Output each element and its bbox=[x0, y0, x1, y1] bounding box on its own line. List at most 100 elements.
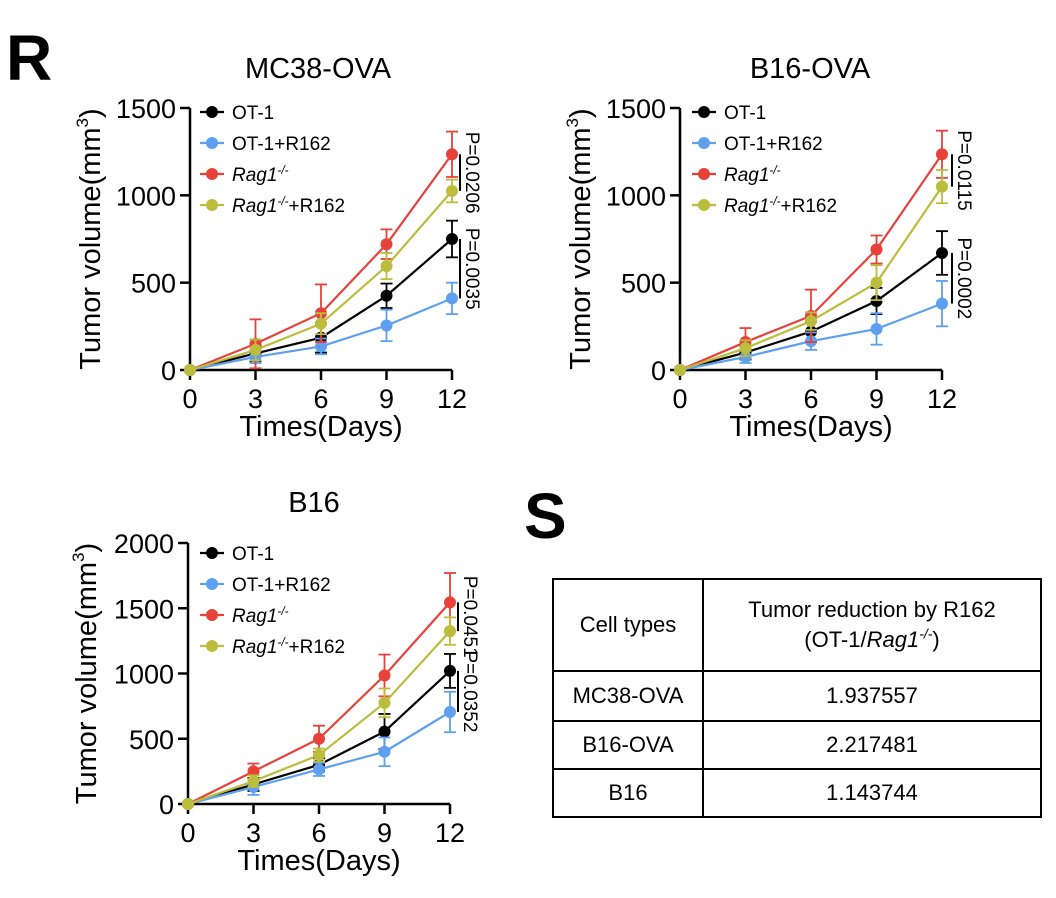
p-value-label: P=0.0206 bbox=[461, 132, 482, 214]
data-point bbox=[446, 184, 458, 197]
legend-label: Rag1-/- bbox=[232, 605, 289, 627]
series-3 bbox=[182, 616, 456, 810]
data-point bbox=[378, 725, 391, 738]
y-tick-label: 2000 bbox=[114, 529, 174, 559]
table-row: B16 1.143744 bbox=[552, 768, 1042, 818]
legend-marker bbox=[206, 609, 218, 621]
data-point bbox=[444, 596, 456, 609]
table-cell-type: B16 bbox=[552, 768, 704, 818]
x-tick-label: 3 bbox=[246, 818, 261, 848]
x-tick-label: 6 bbox=[803, 384, 818, 414]
data-point bbox=[936, 148, 948, 161]
y-tick-label: 1500 bbox=[114, 594, 174, 624]
legend-label: OT-1 bbox=[232, 103, 274, 124]
data-point bbox=[936, 297, 948, 310]
data-point bbox=[247, 775, 260, 788]
legend-marker bbox=[698, 199, 710, 211]
x-tick-label: 0 bbox=[180, 818, 195, 848]
x-tick-label: 12 bbox=[927, 384, 957, 414]
data-point bbox=[446, 148, 458, 161]
data-point bbox=[315, 340, 327, 353]
chart-title: MC38-OVA bbox=[245, 53, 392, 85]
data-point bbox=[870, 243, 883, 256]
legend-marker bbox=[206, 106, 218, 118]
p-value-label: P=0.0002 bbox=[953, 237, 974, 319]
panel-label-s: S bbox=[524, 480, 567, 552]
series-2 bbox=[674, 129, 948, 376]
data-point bbox=[380, 260, 393, 273]
legend-label: Rag1-/- bbox=[724, 164, 781, 186]
y-tick-label: 1500 bbox=[116, 94, 176, 124]
legend-label: OT-1 bbox=[724, 103, 766, 124]
y-tick-label: 500 bbox=[621, 269, 666, 299]
series-3 bbox=[674, 169, 948, 376]
p-value-label: P=0.0035 bbox=[461, 228, 482, 310]
data-point bbox=[936, 180, 948, 193]
x-axis-label: Times(Days) bbox=[729, 411, 892, 443]
x-tick-label: 9 bbox=[377, 818, 392, 848]
data-point bbox=[380, 238, 393, 251]
data-point bbox=[936, 246, 948, 259]
legend-marker bbox=[698, 168, 710, 180]
legend-marker bbox=[698, 137, 710, 149]
series-3 bbox=[184, 178, 458, 376]
data-point bbox=[674, 364, 686, 376]
table-cell-type: MC38-OVA bbox=[552, 670, 704, 722]
y-tick-label: 0 bbox=[159, 790, 174, 820]
data-point bbox=[446, 233, 458, 245]
table-row: B16-OVA 2.217481 bbox=[552, 720, 1042, 770]
data-point bbox=[182, 798, 194, 810]
legend-label: Rag1-/- bbox=[232, 164, 289, 186]
x-axis-label: Times(Days) bbox=[239, 411, 402, 443]
legend-label: OT-1+R162 bbox=[724, 134, 823, 155]
y-axis-label: Tumor volume(mm3) bbox=[73, 108, 107, 369]
p-value-label: P=0.0115 bbox=[953, 130, 974, 210]
data-point bbox=[378, 696, 391, 709]
legend-marker bbox=[206, 547, 218, 559]
y-tick-label: 0 bbox=[651, 356, 666, 386]
chart-2: B16 0 500 1000 1500 2000 0 3 6 9 12 Times(Days) Tumo… bbox=[69, 487, 480, 877]
table-header-reduction-line1: Tumor reduction by R162 bbox=[748, 597, 996, 622]
table-header-cell-types: Cell types bbox=[552, 578, 704, 672]
legend-label: OT-1 bbox=[232, 544, 274, 565]
data-point bbox=[444, 705, 456, 718]
data-point bbox=[380, 319, 393, 332]
p-value-label: P=0.0352 bbox=[459, 650, 480, 732]
legend-marker bbox=[206, 199, 218, 211]
series-2 bbox=[184, 130, 458, 376]
p-value-label: P=0.0451 bbox=[459, 576, 480, 658]
chart-title: B16-OVA bbox=[750, 53, 871, 85]
data-point bbox=[184, 364, 196, 376]
y-tick-label: 1000 bbox=[114, 660, 174, 690]
y-tick-label: 500 bbox=[131, 269, 176, 299]
series-1 bbox=[182, 690, 456, 810]
table-cell-value: 1.143744 bbox=[702, 768, 1042, 818]
data-point bbox=[378, 745, 391, 758]
data-point bbox=[249, 343, 262, 356]
table-cell-value: 2.217481 bbox=[702, 720, 1042, 770]
legend-label: OT-1+R162 bbox=[232, 575, 331, 596]
x-tick-label: 0 bbox=[672, 384, 687, 414]
y-axis-label: Tumor volume(mm3) bbox=[69, 543, 103, 804]
y-axis-label: Tumor volume(mm3) bbox=[563, 108, 597, 369]
x-tick-label: 6 bbox=[313, 384, 328, 414]
chart-1: B16-OVA 0 500 1000 1500 0 3 6 9 12 Times(Days) Tumo… bbox=[563, 53, 974, 443]
chart-title: B16 bbox=[288, 487, 340, 519]
x-tick-label: 6 bbox=[311, 818, 326, 848]
x-tick-label: 9 bbox=[869, 384, 884, 414]
y-tick-label: 1500 bbox=[606, 94, 666, 124]
data-point bbox=[380, 289, 393, 302]
table-header-reduction: Tumor reduction by R162 (OT-1/Rag1-/-) bbox=[702, 578, 1042, 672]
panel-label-r: R bbox=[6, 22, 53, 94]
x-tick-label: 9 bbox=[379, 384, 394, 414]
x-axis-label: Times(Days) bbox=[237, 845, 400, 877]
data-point bbox=[805, 315, 817, 328]
data-point bbox=[315, 317, 327, 330]
data-point bbox=[313, 749, 325, 762]
chart-0: MC38-OVA 0 500 1000 1500 0 3 6 9 12 Times(Days) Tum… bbox=[73, 53, 482, 443]
legend-marker bbox=[206, 168, 218, 180]
table-cell-value: 1.937557 bbox=[702, 670, 1042, 722]
x-tick-label: 12 bbox=[437, 384, 467, 414]
legend-label: Rag1-/-+R162 bbox=[232, 195, 345, 217]
legend-label: Rag1-/-+R162 bbox=[232, 636, 345, 658]
